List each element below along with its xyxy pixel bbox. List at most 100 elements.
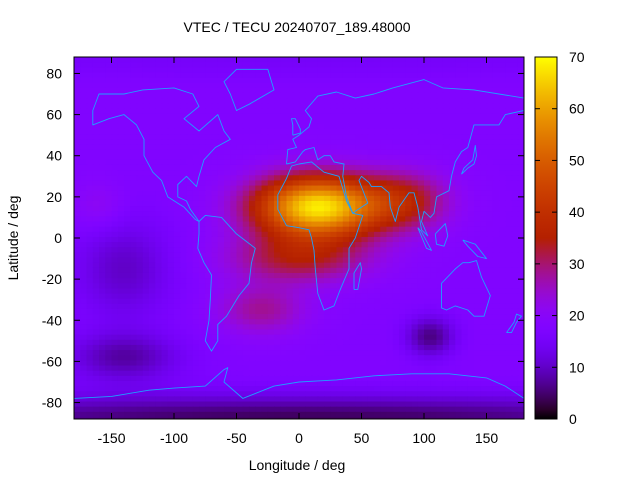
heatmap-cell bbox=[205, 375, 213, 382]
heatmap-cell bbox=[442, 123, 450, 130]
heatmap-cell bbox=[336, 164, 344, 171]
heatmap-cell bbox=[267, 118, 275, 125]
heatmap-cell bbox=[424, 226, 431, 233]
heatmap-cell bbox=[367, 339, 375, 346]
heatmap-cell bbox=[461, 293, 469, 300]
heatmap-cell bbox=[299, 77, 306, 84]
heatmap-cell bbox=[192, 221, 200, 228]
heatmap-cell bbox=[336, 406, 344, 413]
heatmap-cell bbox=[417, 149, 425, 156]
heatmap-cell bbox=[242, 134, 250, 140]
heatmap-cell bbox=[249, 139, 256, 146]
heatmap-cell bbox=[392, 118, 400, 125]
heatmap-cell bbox=[480, 308, 488, 315]
heatmap-cell bbox=[480, 293, 488, 300]
heatmap-cell bbox=[86, 314, 94, 320]
heatmap-cell bbox=[86, 293, 94, 300]
heatmap-cell bbox=[249, 206, 256, 212]
heatmap-cell bbox=[292, 195, 300, 202]
heatmap-cell bbox=[417, 82, 425, 89]
heatmap-cell bbox=[417, 293, 425, 300]
heatmap-cell bbox=[142, 236, 150, 243]
heatmap-cell bbox=[330, 406, 338, 413]
heatmap-cell bbox=[161, 272, 169, 279]
heatmap-cell bbox=[474, 72, 481, 79]
heatmap-cell bbox=[417, 211, 425, 217]
heatmap-cell bbox=[486, 185, 494, 192]
heatmap-cell bbox=[311, 324, 319, 331]
heatmap-cell bbox=[449, 375, 456, 382]
heatmap-cell bbox=[217, 272, 225, 279]
heatmap-cell bbox=[267, 123, 275, 130]
heatmap-cell bbox=[411, 103, 419, 110]
heatmap-cell bbox=[292, 308, 300, 315]
heatmap-cell bbox=[399, 375, 406, 382]
heatmap-cell bbox=[311, 118, 319, 125]
heatmap-cell bbox=[255, 231, 263, 238]
heatmap-cell bbox=[80, 216, 88, 223]
heatmap-cell bbox=[180, 278, 188, 284]
heatmap-cell bbox=[211, 252, 219, 259]
heatmap-cell bbox=[274, 365, 281, 372]
heatmap-cell bbox=[380, 164, 388, 171]
heatmap-cell bbox=[486, 190, 494, 197]
heatmap-cell bbox=[274, 293, 281, 300]
heatmap-cell bbox=[442, 298, 450, 305]
heatmap-cell bbox=[99, 77, 106, 84]
heatmap-cell bbox=[361, 62, 369, 68]
heatmap-cell bbox=[242, 113, 250, 120]
heatmap-cell bbox=[167, 324, 175, 331]
heatmap-cell bbox=[211, 236, 219, 243]
heatmap-cell bbox=[99, 386, 106, 392]
heatmap-cell bbox=[267, 262, 275, 269]
heatmap-cell bbox=[286, 180, 294, 187]
heatmap-cell bbox=[236, 350, 244, 356]
heatmap-cell bbox=[392, 355, 400, 361]
heatmap-cell bbox=[417, 272, 425, 279]
heatmap-cell bbox=[86, 267, 94, 274]
heatmap-cell bbox=[305, 211, 313, 217]
heatmap-cell bbox=[324, 355, 331, 361]
heatmap-cell bbox=[486, 288, 494, 295]
heatmap-cell bbox=[392, 319, 400, 325]
heatmap-cell bbox=[124, 252, 131, 259]
heatmap-cell bbox=[149, 144, 156, 151]
heatmap-cell bbox=[255, 267, 263, 274]
heatmap-cell bbox=[367, 190, 375, 197]
heatmap-cell bbox=[111, 226, 119, 233]
heatmap-cell bbox=[336, 339, 344, 346]
heatmap-cell bbox=[111, 206, 119, 212]
heatmap-cell bbox=[474, 57, 481, 63]
heatmap-cell bbox=[480, 365, 488, 372]
heatmap-cell bbox=[367, 216, 375, 223]
heatmap-cell bbox=[511, 386, 519, 392]
heatmap-cell bbox=[255, 283, 263, 289]
heatmap-cell bbox=[455, 82, 463, 89]
heatmap-cell bbox=[261, 175, 269, 182]
heatmap-cell bbox=[424, 123, 431, 130]
heatmap-cell bbox=[417, 375, 425, 382]
heatmap-cell bbox=[480, 190, 488, 197]
heatmap-cell bbox=[342, 103, 350, 110]
heatmap-cell bbox=[355, 386, 363, 392]
heatmap-cell bbox=[167, 391, 175, 397]
heatmap-cell bbox=[442, 103, 450, 110]
heatmap-cell bbox=[136, 236, 144, 243]
heatmap-cell bbox=[292, 278, 300, 284]
heatmap-cell bbox=[286, 200, 294, 207]
heatmap-cell bbox=[486, 370, 494, 377]
heatmap-cell bbox=[117, 344, 125, 351]
heatmap-cell bbox=[499, 283, 506, 289]
heatmap-cell bbox=[517, 216, 524, 223]
heatmap-cell bbox=[299, 288, 306, 295]
heatmap-cell bbox=[186, 267, 194, 274]
heatmap-cell bbox=[367, 329, 375, 336]
heatmap-cell bbox=[430, 365, 438, 372]
heatmap-cell bbox=[499, 77, 506, 84]
heatmap-cell bbox=[242, 329, 250, 336]
heatmap-cell bbox=[299, 221, 306, 228]
heatmap-cell bbox=[186, 411, 194, 418]
heatmap-cell bbox=[474, 375, 481, 382]
heatmap-cell bbox=[99, 170, 106, 176]
heatmap-cell bbox=[299, 82, 306, 89]
